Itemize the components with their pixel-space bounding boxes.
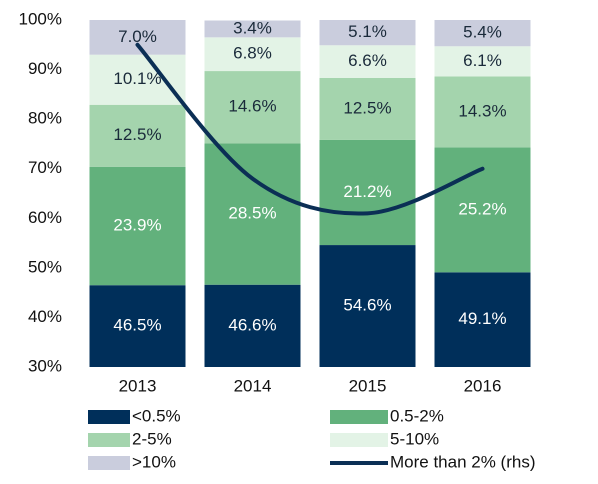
bar-segment <box>434 272 531 367</box>
bar-segment <box>434 20 531 47</box>
data-label: 6.1% <box>463 51 502 70</box>
data-label: 46.5% <box>113 316 161 335</box>
data-label: 12.5% <box>113 125 161 144</box>
bar-segment <box>204 71 301 144</box>
data-label: 25.2% <box>458 199 506 218</box>
x-tick-label: 2014 <box>234 376 272 395</box>
bar-segment <box>204 143 301 285</box>
data-label: 14.3% <box>458 101 506 120</box>
data-label: 54.6% <box>343 296 391 315</box>
legend-label: 5-10% <box>390 429 439 448</box>
data-label: 49.1% <box>458 309 506 328</box>
data-label: 6.6% <box>348 51 387 70</box>
bar-segment <box>319 139 416 246</box>
y-tick-label: 90% <box>28 59 62 78</box>
y-tick-label: 70% <box>28 158 62 177</box>
y-tick-label: 40% <box>28 307 62 326</box>
data-label: 23.9% <box>113 215 161 234</box>
bar-segment <box>204 20 301 38</box>
data-label: 7.0% <box>118 27 157 46</box>
bar-segment <box>89 104 186 167</box>
bar-segment <box>319 245 416 367</box>
bar-segment <box>319 77 416 140</box>
data-label: 46.6% <box>228 315 276 334</box>
bar-segment <box>89 166 186 286</box>
bar-segment <box>434 46 531 77</box>
legend-swatch <box>88 410 130 424</box>
legend-label: More than 2% (rhs) <box>390 452 536 471</box>
data-label: 3.4% <box>233 18 272 37</box>
bar-segment <box>89 54 186 105</box>
bar-segment <box>434 76 531 148</box>
legend-label: <0.5% <box>132 406 181 425</box>
y-tick-label: 80% <box>28 109 62 128</box>
bar-segment <box>89 20 186 55</box>
x-tick-label: 2013 <box>119 376 157 395</box>
y-tick-label: 50% <box>28 257 62 276</box>
bar-segment <box>204 284 301 367</box>
bar-segment <box>89 285 186 367</box>
legend-label: 2-5% <box>132 429 172 448</box>
legend-swatch <box>330 410 388 424</box>
data-label: 28.5% <box>228 204 276 223</box>
x-tick-label: 2015 <box>349 376 387 395</box>
legend-swatch <box>88 456 130 470</box>
legend-swatch <box>88 433 130 447</box>
bar-segment <box>204 37 301 72</box>
y-tick-label: 60% <box>28 208 62 227</box>
data-label: 5.4% <box>463 23 502 42</box>
data-label: 14.6% <box>228 97 276 116</box>
legend-label: 0.5-2% <box>390 406 444 425</box>
data-label: 21.2% <box>343 182 391 201</box>
legend-swatch <box>330 433 388 447</box>
y-tick-label: 30% <box>28 356 62 375</box>
bar-segment <box>319 20 416 46</box>
data-label: 10.1% <box>113 69 161 88</box>
line <box>135 42 485 216</box>
y-tick-label: 100% <box>19 9 62 28</box>
legend-label: >10% <box>132 452 176 471</box>
data-label: 12.5% <box>343 98 391 117</box>
bar-segment <box>319 45 416 78</box>
data-label: 6.8% <box>233 44 272 63</box>
data-label: 5.1% <box>348 22 387 41</box>
x-tick-label: 2016 <box>464 376 502 395</box>
